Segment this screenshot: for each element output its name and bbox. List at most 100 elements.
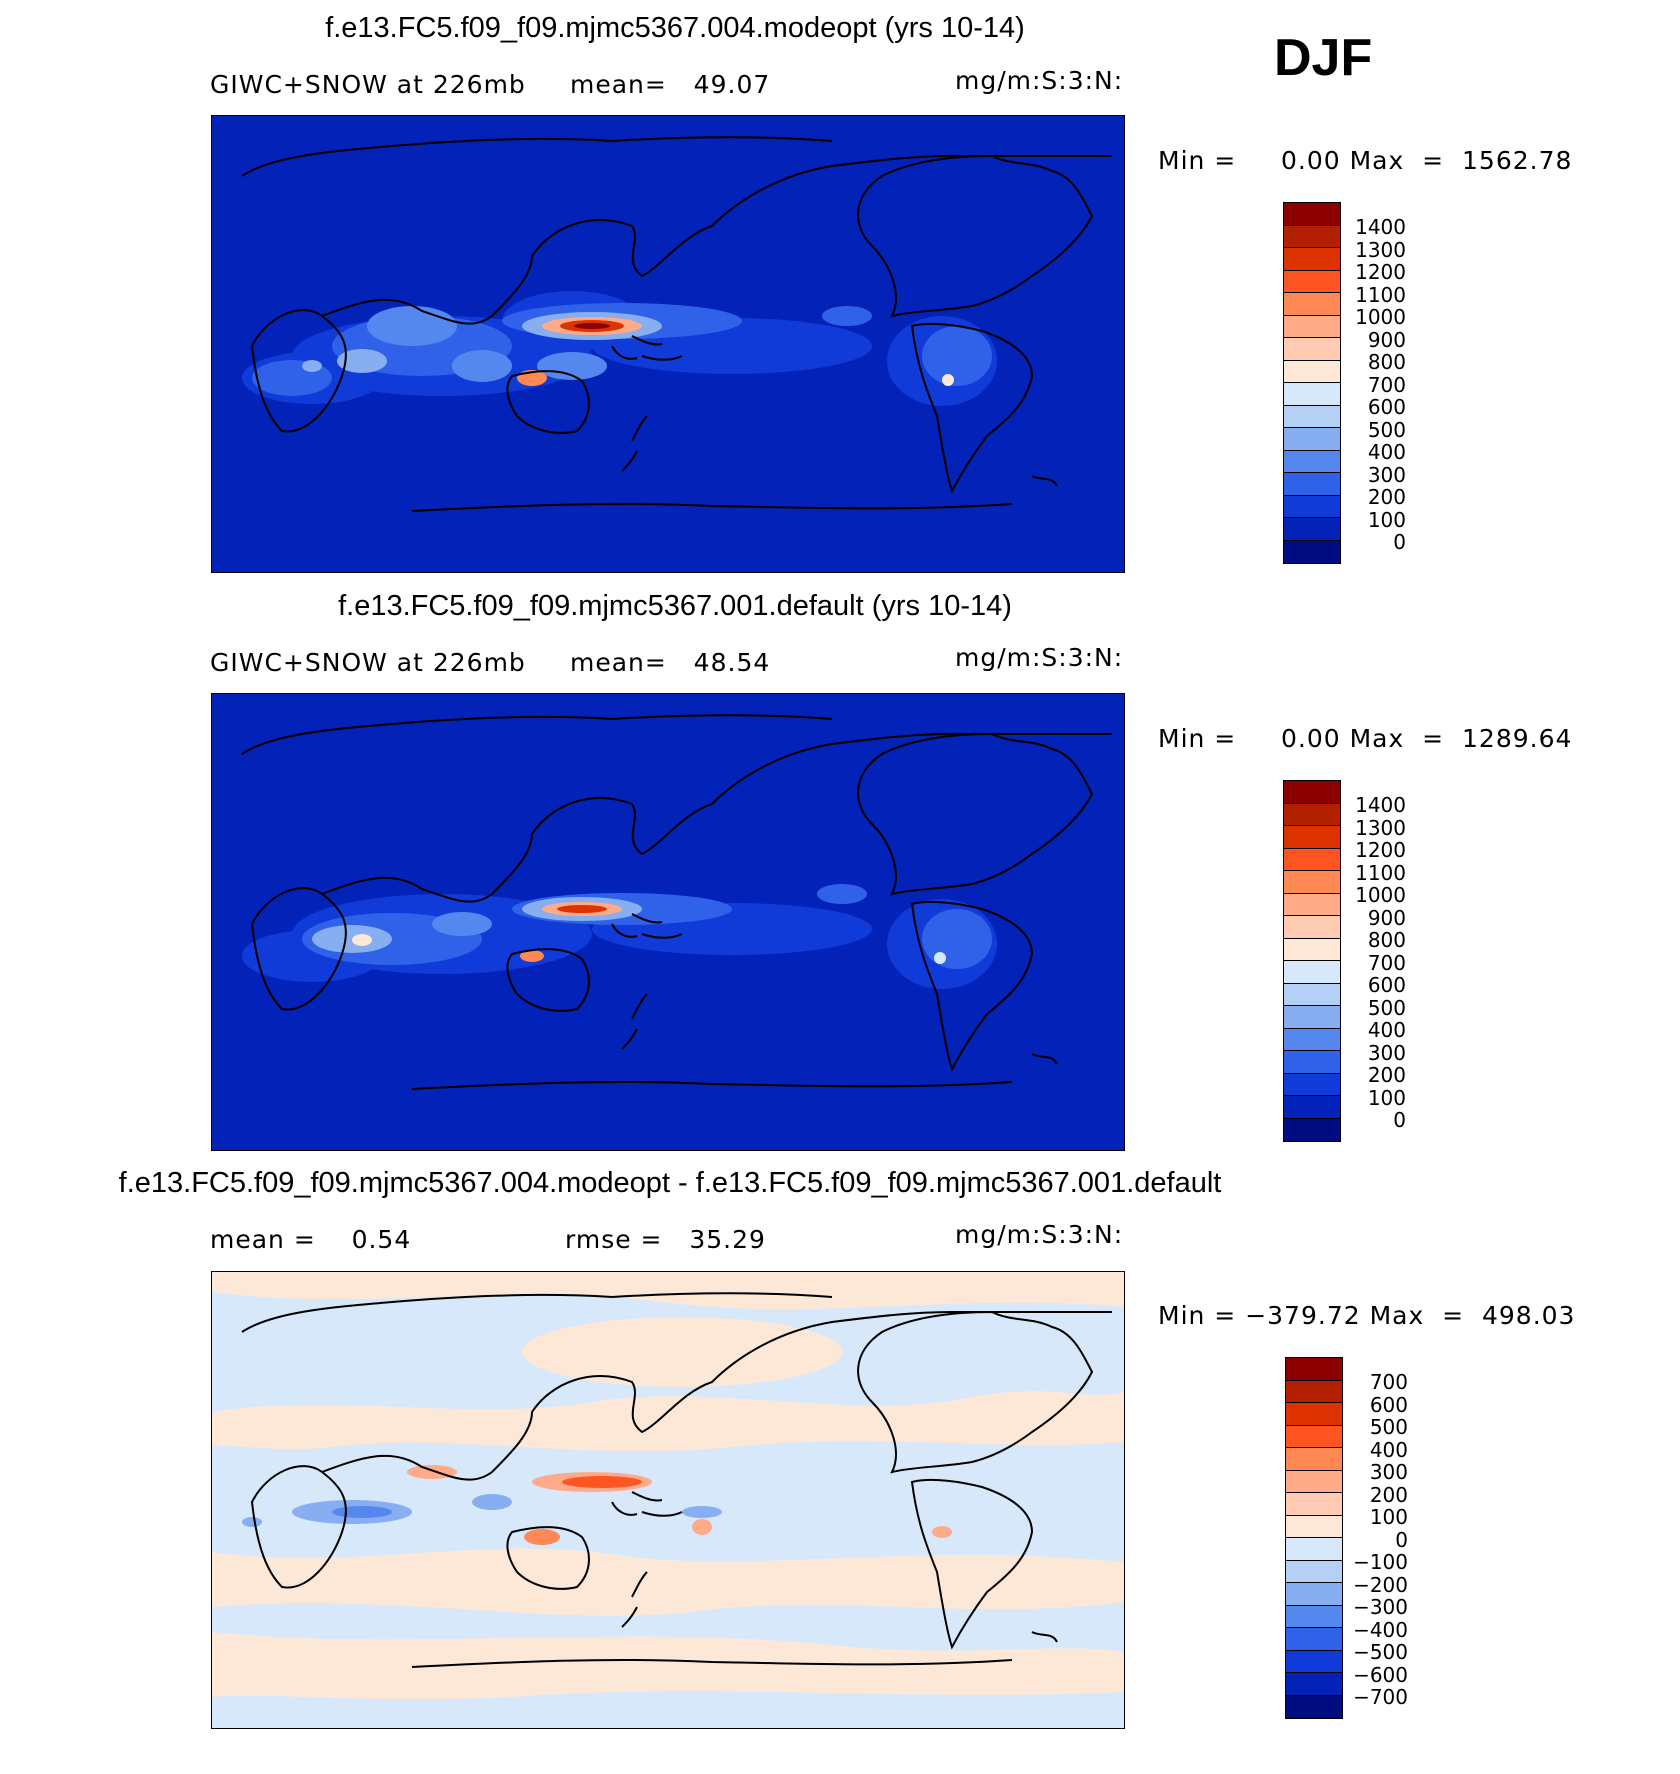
colorbar-tick-label: 400 (1369, 1437, 1408, 1462)
colorbar-tick-label: −700 (1353, 1685, 1408, 1709)
colorbar-segment (1284, 383, 1340, 406)
colorbar-segment (1286, 1425, 1342, 1448)
colorbar-tick-label: 200 (1367, 1063, 1406, 1087)
colorbar-segment (1284, 248, 1340, 271)
panel-1-title: f.e13.FC5.f09_f09.mjmc5367.004.modeopt (… (325, 12, 1025, 44)
colorbar-segment (1284, 338, 1340, 361)
colorbar-tick-label: 1100 (1355, 860, 1406, 885)
panel-1-colorbar-labels: 1400 1300 1200 1100 1000 900 800 700 600 500 400 30… (1336, 216, 1406, 554)
colorbar-tick-label: 0 (1393, 1108, 1406, 1132)
panel-2-variable-label: GIWC+SNOW at 226mb (210, 648, 526, 677)
colorbar-tick-label: 300 (1369, 1460, 1408, 1484)
colorbar-segment (1284, 360, 1340, 383)
colorbar-segment (1284, 518, 1340, 541)
panel-1-mean: mean= 49.07 (570, 70, 771, 99)
colorbar-tick-label: 100 (1369, 1505, 1408, 1529)
colorbar-tick-label: 1200 (1355, 260, 1406, 284)
colorbar-segment (1284, 1051, 1340, 1074)
colorbar-tick-label: 900 (1367, 905, 1406, 930)
colorbar-segment (1286, 1673, 1342, 1696)
colorbar-segment (1284, 203, 1340, 226)
colorbar-segment (1284, 803, 1340, 826)
colorbar-tick-label: 800 (1367, 350, 1406, 374)
colorbar-tick-label: 200 (1369, 1482, 1408, 1507)
colorbar-tick-label: 1300 (1355, 237, 1406, 262)
panel-3-colorbar-labels: 700 600 500 400 300 200 100 0 −100 −200 −300 −400 −5… (1338, 1371, 1408, 1709)
colorbar-tick-label: −400 (1353, 1617, 1408, 1642)
panel-2-map-svg (212, 694, 1124, 1150)
colorbar-tick-label: 600 (1367, 395, 1406, 419)
panel-3-rmse: rmse = 35.29 (565, 1225, 766, 1254)
panel-3-minmax: Min = −379.72 Max = 498.03 (1158, 1301, 1576, 1330)
panel-3-map (211, 1271, 1125, 1729)
colorbar-segment (1286, 1560, 1342, 1583)
colorbar-segment (1284, 848, 1340, 871)
colorbar-segment (1286, 1650, 1342, 1673)
colorbar-tick-label: 300 (1367, 462, 1406, 487)
panel-1-field (242, 291, 997, 406)
colorbar-segment (1284, 781, 1340, 804)
colorbar-segment (1284, 293, 1340, 316)
colorbar-tick-label: 400 (1367, 1018, 1406, 1042)
colorbar-segment (1284, 428, 1340, 451)
colorbar-segment (1284, 983, 1340, 1006)
colorbar-tick-label: 1400 (1355, 215, 1406, 239)
colorbar-segment (1284, 225, 1340, 248)
colorbar-tick-label: 500 (1367, 995, 1406, 1020)
colorbar-segment (1286, 1358, 1342, 1381)
panel-1-map (211, 115, 1125, 573)
panel-3-mean: mean = 0.54 (210, 1225, 412, 1254)
colorbar-tick-label: 400 (1367, 440, 1406, 464)
panel-3-map-svg (212, 1272, 1124, 1728)
colorbar-tick-label: 600 (1369, 1392, 1408, 1417)
panel-3-colorbar (1285, 1357, 1343, 1719)
colorbar-segment (1286, 1470, 1342, 1493)
panel-3-coastlines (241, 1292, 1112, 1668)
colorbar-segment (1286, 1605, 1342, 1628)
panel-3-units: mg/m:S:3:N: (955, 1220, 1124, 1249)
colorbar-tick-label: 1000 (1355, 305, 1406, 329)
panel-1-minmax: Min = 0.00 Max = 1562.78 (1158, 146, 1573, 175)
colorbar-segment (1284, 1118, 1340, 1141)
colorbar-segment (1284, 871, 1340, 894)
colorbar-tick-label: 1200 (1355, 838, 1406, 862)
colorbar-tick-label: −100 (1353, 1550, 1408, 1574)
panel-2-colorbar (1283, 780, 1341, 1142)
colorbar-tick-label: −200 (1353, 1572, 1408, 1597)
colorbar-segment (1284, 938, 1340, 961)
colorbar-tick-label: 0 (1393, 530, 1406, 554)
colorbar-tick-label: 0 (1395, 1527, 1408, 1552)
colorbar-segment (1284, 540, 1340, 563)
colorbar-segment (1284, 1006, 1340, 1029)
panel-3-field (212, 1272, 1124, 1700)
colorbar-segment (1284, 893, 1340, 916)
panel-2-colorbar-labels: 1400 1300 1200 1100 1000 900 800 700 600 500 400 30… (1336, 794, 1406, 1132)
colorbar-segment (1286, 1380, 1342, 1403)
panel-2-units: mg/m:S:3:N: (955, 643, 1124, 672)
panel-2-field (242, 884, 997, 989)
colorbar-segment (1284, 961, 1340, 984)
colorbar-tick-label: 700 (1369, 1370, 1408, 1394)
colorbar-tick-label: 500 (1369, 1415, 1408, 1439)
colorbar-tick-label: 900 (1367, 327, 1406, 352)
colorbar-segment (1286, 1515, 1342, 1538)
colorbar-segment (1284, 405, 1340, 428)
colorbar-segment (1284, 450, 1340, 473)
panel-1-variable-label: GIWC+SNOW at 226mb (210, 70, 526, 99)
colorbar-tick-label: −500 (1353, 1640, 1408, 1664)
colorbar-segment (1284, 1096, 1340, 1119)
colorbar-tick-label: 1300 (1355, 815, 1406, 840)
panel-1-units: mg/m:S:3:N: (955, 66, 1124, 95)
panel-1-coastlines (241, 136, 1112, 512)
colorbar-segment (1284, 270, 1340, 293)
colorbar-segment (1284, 315, 1340, 338)
colorbar-tick-label: −600 (1353, 1662, 1408, 1687)
panel-2-mean: mean= 48.54 (570, 648, 771, 677)
panel-2-minmax: Min = 0.00 Max = 1289.64 (1158, 724, 1573, 753)
colorbar-segment (1284, 1073, 1340, 1096)
colorbar-tick-label: 200 (1367, 485, 1406, 509)
colorbar-segment (1284, 1028, 1340, 1051)
colorbar-tick-label: 700 (1367, 950, 1406, 975)
colorbar-tick-label: 600 (1367, 973, 1406, 997)
panel-1-colorbar (1283, 202, 1341, 564)
